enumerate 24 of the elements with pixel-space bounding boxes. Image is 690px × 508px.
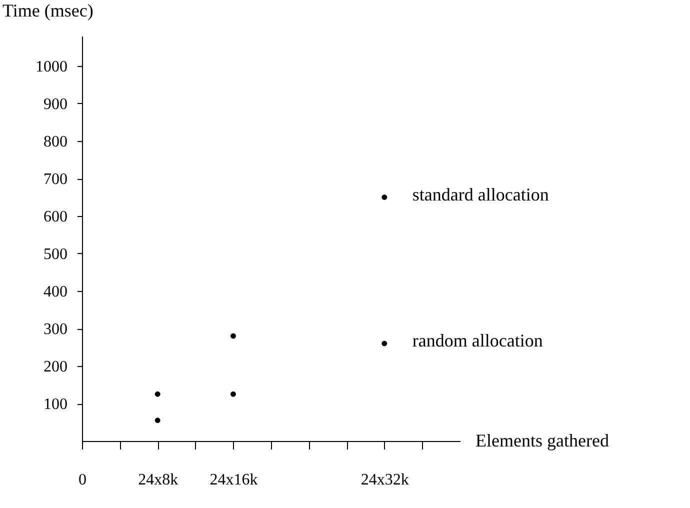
- x-tick-label: 24x32k: [360, 472, 409, 488]
- point: [382, 194, 388, 200]
- y-tick-label: 900: [44, 96, 68, 113]
- y-tick-label: 600: [44, 208, 68, 226]
- y-tick-label: 1000: [36, 58, 68, 76]
- y-tick-label: 100: [44, 396, 68, 413]
- y-tick-label: 200: [44, 358, 68, 376]
- x-axis-title: Elements gathered: [476, 430, 609, 450]
- point: [230, 333, 236, 339]
- y-tick-label: 500: [44, 246, 68, 263]
- y-tick-label: 700: [44, 171, 68, 188]
- y-tick-label: 300: [44, 321, 68, 338]
- y-tick-label: 400: [44, 284, 68, 300]
- point: [382, 340, 388, 346]
- y-axis-title: Time (msec): [2, 0, 94, 20]
- point: [154, 391, 160, 397]
- point: [230, 391, 236, 397]
- point: [154, 418, 160, 424]
- series-label: random allocation: [412, 330, 543, 350]
- x-tick-label: 24x8k: [138, 472, 178, 488]
- x-tick-label: 0: [78, 472, 86, 488]
- y-tick-label: 800: [44, 134, 68, 150]
- series-label: standard allocation: [412, 184, 549, 204]
- x-tick-label: 24x16k: [210, 472, 258, 488]
